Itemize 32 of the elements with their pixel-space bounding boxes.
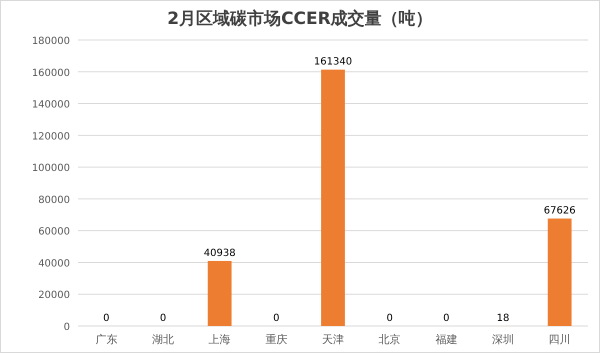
data-label: 0 [386,313,393,324]
y-tick-label: 100000 [32,163,70,174]
x-tick-label: 湖北 [152,333,174,346]
y-tick-label: 60000 [38,226,70,238]
y-tick-label: 160000 [32,68,70,79]
data-label: 18 [496,312,510,324]
bar [548,218,572,326]
data-label: 0 [103,313,110,324]
y-tick-label: 0 [64,322,70,333]
data-label: 0 [160,313,166,324]
data-label: 40938 [204,248,236,259]
data-label: 0 [273,313,280,324]
x-tick-label: 重庆 [265,333,288,346]
y-tick-label: 80000 [38,194,70,206]
y-tick-label: 20000 [38,290,70,302]
y-tick-label: 180000 [32,36,70,47]
x-tick-label: 福建 [435,333,458,346]
x-tick-label: 深圳 [492,333,514,346]
bar [208,260,232,326]
data-label: 67626 [544,206,576,217]
y-tick-label: 40000 [38,258,70,270]
x-tick-label: 北京 [378,333,401,346]
chart-title: 2月区域碳市场CCER成交量（吨） [167,9,433,29]
y-tick-label: 120000 [32,131,70,142]
x-tick-label: 四川 [548,333,571,346]
y-tick-label: 140000 [32,100,70,111]
data-label: 161340 [314,56,352,68]
data-label: 0 [443,313,450,324]
x-tick-label: 天津 [322,333,344,346]
x-tick-label: 上海 [208,333,231,346]
bar [321,70,345,326]
x-tick-label: 广东 [95,333,118,346]
